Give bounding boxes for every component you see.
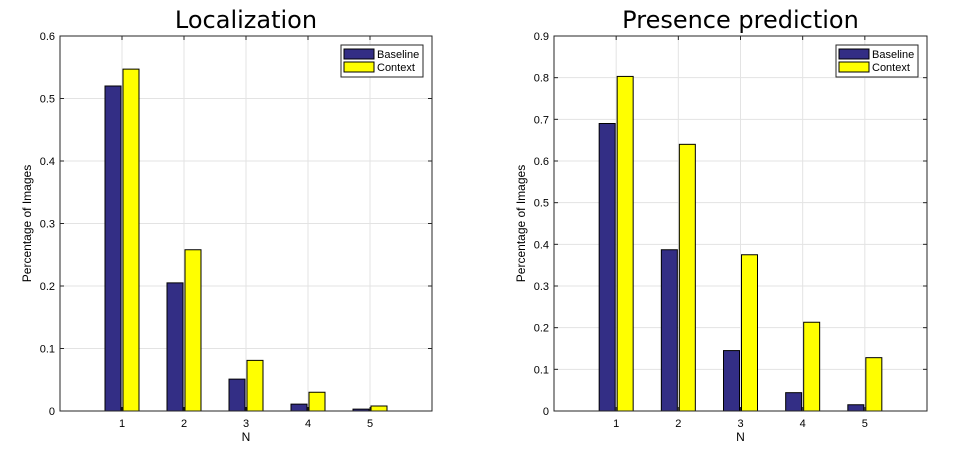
x-tick-label: 5 <box>862 418 868 430</box>
legend-label-context: Context <box>377 62 415 74</box>
bar-context-4 <box>308 391 326 412</box>
bar-baseline-1 <box>598 123 616 412</box>
y-axis-label: Percentage of Images <box>514 165 528 282</box>
y-tick-label: 0.1 <box>40 344 55 356</box>
x-tick-label: 3 <box>737 418 743 430</box>
y-tick-label: 0.3 <box>534 281 549 293</box>
x-axis-label: N <box>242 430 251 444</box>
legend-label-baseline: Baseline <box>377 49 419 61</box>
y-tick-label: 0 <box>49 406 55 418</box>
bar-context-2 <box>184 249 202 412</box>
chart-panel-2: 0 0.1 0.2 0.3 0.4 0.5 0.6 0.7 0.8 0.9 1 2 3 4 5 Presenc… <box>514 6 928 444</box>
bar-baseline-1 <box>104 85 122 412</box>
y-tick-label: 0.2 <box>40 281 55 293</box>
bar-context-3 <box>246 359 264 412</box>
y-tick-label: 0 <box>543 406 549 418</box>
y-tick-label: 0.7 <box>534 114 549 126</box>
x-tick-label: 1 <box>613 418 619 430</box>
x-tick-label: 3 <box>243 418 249 430</box>
legend-swatch-context <box>838 61 870 73</box>
bar-baseline-3 <box>723 350 740 412</box>
x-tick-label: 1 <box>119 418 125 430</box>
bar-context-4 <box>803 321 821 412</box>
y-tick-label: 0.1 <box>534 364 549 376</box>
y-tick-label: 0.4 <box>534 239 549 251</box>
legend-label-baseline: Baseline <box>872 49 914 61</box>
legend-label-context: Context <box>872 62 910 74</box>
legend-swatch-baseline <box>838 48 870 60</box>
x-axis-label: N <box>736 430 745 444</box>
bar-context-1 <box>122 68 140 412</box>
bar-baseline-4 <box>785 392 803 412</box>
x-tick-label: 5 <box>367 418 373 430</box>
bar-baseline-2 <box>660 249 678 412</box>
bar-baseline-4 <box>290 403 308 412</box>
bar-baseline-5 <box>847 404 865 412</box>
bar-context-2 <box>678 143 696 412</box>
bar-context-3 <box>741 254 758 412</box>
y-tick-label: 0.5 <box>40 94 55 106</box>
bar-context-5 <box>370 405 388 412</box>
y-tick-label: 0.6 <box>534 156 549 168</box>
chart-title: Localization <box>175 6 317 34</box>
y-tick-label: 0.9 <box>534 31 549 43</box>
x-tick-label: 4 <box>800 418 806 430</box>
legend-swatch-context <box>343 61 375 73</box>
bar-baseline-3 <box>228 378 246 412</box>
x-tick-label: 4 <box>305 418 311 430</box>
y-axis-label: Percentage of Images <box>20 165 34 282</box>
y-tick-label: 0.5 <box>534 198 549 210</box>
y-tick-label: 0.2 <box>534 323 549 335</box>
chart-title: Presence prediction <box>622 6 859 34</box>
y-tick-label: 0.3 <box>40 219 55 231</box>
x-tick-label: 2 <box>181 418 187 430</box>
chart-panel-1: 0 0.1 0.2 0.3 0.4 0.5 0.6 1 2 3 4 5 Localization N Per… <box>20 6 433 444</box>
legend-swatch-baseline <box>343 48 375 60</box>
y-tick-label: 0.8 <box>534 73 549 85</box>
bar-context-5 <box>865 357 883 412</box>
x-tick-label: 2 <box>675 418 681 430</box>
y-tick-label: 0.4 <box>40 156 55 168</box>
y-tick-label: 0.6 <box>40 31 55 43</box>
bar-baseline-2 <box>166 282 184 412</box>
bar-context-1 <box>616 75 634 412</box>
